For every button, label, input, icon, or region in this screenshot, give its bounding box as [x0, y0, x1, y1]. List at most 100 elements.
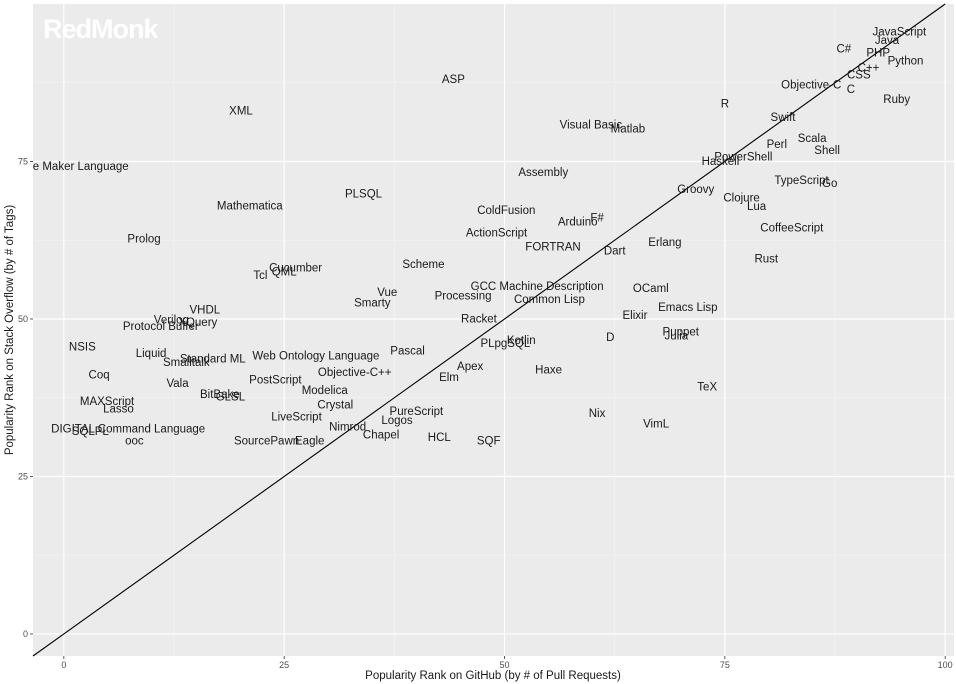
x-tick-label: 50 [500, 660, 510, 670]
language-point-label: Crystal [317, 400, 353, 412]
language-point-label: PHP [866, 48, 890, 60]
language-point-label: C++ [858, 63, 880, 75]
y-equals-x-line [32, 3, 946, 657]
language-point-label: DIGITAL Command Language [51, 424, 205, 436]
language-point-label: F# [590, 213, 604, 225]
language-point-label: Prolog [127, 233, 160, 245]
language-point-label: Tcl [253, 270, 267, 282]
language-point-label: Nimrod [329, 422, 366, 434]
language-point-label: Clojure [723, 192, 759, 204]
language-point-label: Pascal [390, 345, 425, 357]
language-point-label: Apex [457, 361, 483, 373]
x-tick-label: 75 [720, 660, 730, 670]
y-tick-label: 0 [23, 629, 28, 639]
language-point-label: Verilog [154, 315, 189, 327]
language-point-label: MAXScript [80, 396, 135, 408]
language-point-label: VHDL [190, 305, 221, 317]
language-point-label: ActionScript [466, 228, 528, 240]
language-point-label: Emacs Lisp [658, 302, 717, 314]
language-point-label: Scala [798, 133, 827, 145]
language-point-label: Liquid [136, 348, 167, 360]
language-point-label: Objective-C [781, 80, 841, 92]
language-point-label: Elm [439, 372, 459, 384]
language-point-label: Haskell [702, 156, 740, 168]
language-point-label: Ruby [883, 94, 910, 106]
language-point-label: Arduino [558, 216, 598, 228]
language-point-label: CSS [847, 70, 871, 82]
language-point-label: Smarty [354, 298, 391, 310]
language-point-label: SQLPL [72, 426, 110, 438]
y-axis-title: Popularity Rank on Stack Overflow (by # … [4, 205, 16, 456]
language-point-label: XML [229, 105, 253, 117]
language-point-label: Racket [461, 313, 498, 325]
language-point-label: Modelica [302, 385, 349, 397]
language-point-label: D [606, 332, 614, 344]
language-point-label: NSIS [69, 342, 96, 354]
plot-panel [33, 4, 954, 656]
language-point-label: Kotlin [507, 335, 536, 347]
y-tick-label: 50 [18, 314, 28, 324]
language-point-label: Visual Basic [560, 119, 623, 131]
y-tick-label: 75 [18, 156, 28, 166]
y-tick-label: 25 [18, 471, 28, 481]
language-point-label: HCL [428, 432, 452, 444]
language-point-label: Groovy [677, 184, 714, 196]
language-point-label: Swift [771, 112, 797, 124]
language-point-label: Go [822, 178, 837, 190]
language-point-label: Standard ML [180, 354, 246, 366]
diagonal-reference-line [32, 3, 946, 657]
language-point-label: Game Maker Language [8, 161, 129, 173]
language-point-label: GLSL [216, 391, 246, 403]
language-point-label: PostScript [249, 374, 302, 386]
language-point-label: Vue [377, 287, 397, 299]
language-point-label: Smalltalk [163, 357, 210, 369]
grid-lines [33, 4, 954, 656]
language-point-label: Java [875, 35, 900, 47]
language-point-label: ooc [125, 436, 144, 448]
language-point-label: ColdFusion [477, 205, 535, 217]
language-point-label: Erlang [648, 237, 681, 249]
language-point-label: Lasso [103, 403, 134, 415]
x-axis-title: Popularity Rank on GitHub (by # of Pull … [365, 670, 621, 682]
language-point-label: TeX [697, 381, 717, 393]
language-point-label: PowerShell [714, 151, 772, 163]
language-point-label: PureScript [390, 406, 444, 418]
language-point-label: Rust [754, 254, 778, 266]
language-point-label: SQF [477, 436, 501, 448]
language-point-label: Mathematica [217, 201, 283, 213]
language-point-label: Common Lisp [514, 294, 585, 306]
y-axis-ticks: 0 25 50 75 [18, 156, 33, 639]
language-point-label: Nix [589, 408, 606, 420]
language-point-label: Cucumber [269, 262, 322, 274]
language-point-label: XQuery [178, 317, 217, 329]
language-point-label: BitBake [200, 389, 240, 401]
language-point-label: Python [888, 56, 924, 68]
language-point-label: CoffeeScript [760, 223, 824, 235]
language-point-label: Assembly [518, 167, 568, 179]
redmonk-watermark: RedMonk [43, 14, 159, 44]
x-tick-label: 25 [279, 660, 289, 670]
language-point-label: FORTRAN [525, 242, 580, 254]
language-point-label: Julia [665, 330, 689, 342]
language-point-label: Elixir [622, 310, 647, 322]
language-point-label: LiveScript [271, 412, 322, 424]
language-point-label: Chapel [363, 429, 399, 441]
language-point-label: PLpgSQL [480, 338, 530, 350]
language-point-label: Shell [814, 145, 840, 157]
language-point-label: Dart [604, 245, 627, 257]
x-axis-ticks: 0 25 50 75 100 [61, 656, 953, 670]
language-point-label: QML [272, 267, 298, 279]
language-point-label: VimL [643, 419, 670, 431]
language-point-label: C# [836, 44, 851, 56]
language-point-label: JavaScript [873, 27, 927, 39]
language-point-label: Objective-C++ [318, 367, 392, 379]
language-point-label: Puppet [663, 327, 700, 339]
language-point-label: Haxe [535, 364, 562, 376]
language-point-label: Lua [747, 201, 767, 213]
language-point-label: Web Ontology Language [252, 351, 379, 363]
x-tick-label: 100 [938, 660, 953, 670]
x-tick-label: 0 [61, 660, 66, 670]
language-point-label: Perl [767, 139, 787, 151]
